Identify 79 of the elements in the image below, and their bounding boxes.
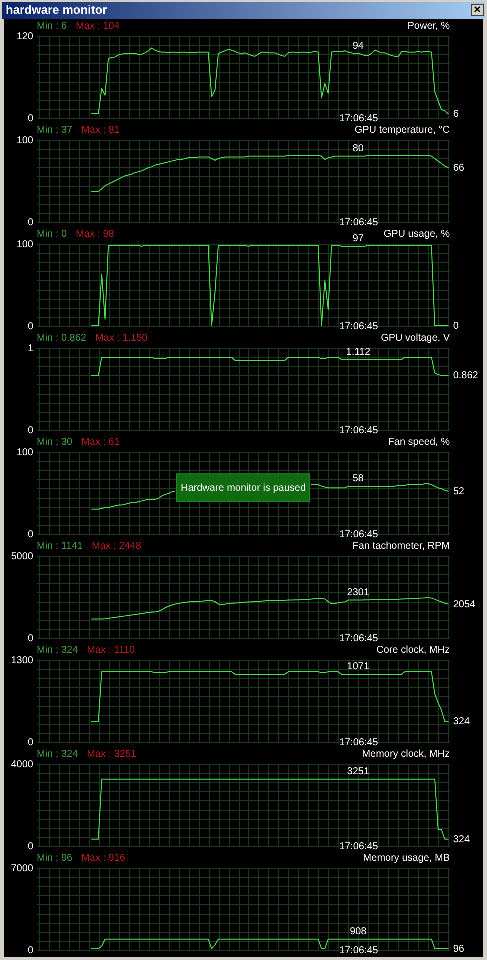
data-label: 0 [453, 321, 460, 332]
chart-title: Core clock, MHz [376, 645, 450, 656]
text: Min : 0.862 [37, 333, 87, 344]
chart-title: GPU temperature, °C [354, 125, 450, 136]
y-tick-label: 0 [28, 738, 34, 748]
chart-title: Power, % [408, 21, 450, 32]
data-label: 96 [453, 944, 465, 955]
text: Max : 81 [82, 125, 120, 136]
y-tick-label: 120 [16, 32, 34, 42]
line-series [91, 155, 449, 192]
x-tick-label: 17:06:45 [339, 218, 379, 228]
data-label: 908 [350, 926, 368, 938]
y-tick-label: 5000 [11, 552, 34, 562]
data-label: 324 [453, 716, 470, 728]
x-tick-label: 17:06:45 [339, 946, 379, 956]
text: Max : 1110 [87, 645, 136, 656]
y-tick-label: 7000 [11, 864, 34, 874]
data-label: 3251 [347, 766, 370, 778]
line-series [91, 356, 449, 376]
y-tick-label: 1 [28, 344, 34, 354]
x-tick-label: 17:06:45 [339, 530, 379, 540]
data-label: 6 [453, 108, 460, 120]
text: Min : 30 [37, 437, 74, 448]
text: Min : 324 [37, 645, 79, 656]
chart-title: GPU usage, % [384, 229, 450, 240]
text: Max : 2448 [92, 541, 142, 552]
text: Min : 324 [37, 749, 79, 760]
data-label: 97 [352, 233, 364, 244]
text: Max : 98 [76, 229, 115, 240]
y-tick-label: 0 [28, 842, 34, 852]
annotation: Hardware monitor is paused [180, 483, 306, 494]
text: Max : 61 [82, 437, 120, 448]
x-tick-label: 17:06:45 [339, 842, 379, 852]
text: Max : 104 [76, 21, 120, 32]
y-tick-label: 100 [16, 448, 34, 458]
chart-title: Fan speed, % [388, 437, 450, 448]
chart-title: GPU voltage, V [381, 333, 450, 344]
x-tick-label: 17:06:45 [339, 738, 379, 748]
chart-title: Memory usage, MB [363, 853, 450, 864]
line-series [91, 671, 449, 722]
text: Max : 916 [82, 853, 126, 864]
x-tick-label: 17:06:45 [339, 634, 379, 644]
text: Min : 96 [37, 853, 74, 864]
data-label: 2301 [347, 587, 370, 598]
y-tick-label: 0 [28, 218, 34, 228]
y-tick-label: 0 [28, 530, 34, 540]
x-tick-label: 17:06:45 [339, 322, 379, 332]
chart-title: Fan tachometer, RPM [352, 541, 450, 552]
y-tick-label: 100 [16, 136, 34, 146]
text: Max : 3251 [87, 749, 138, 760]
text: Min : 0 [37, 229, 68, 240]
text: Min : 37 [37, 125, 74, 136]
data-label: 0.862 [453, 370, 479, 382]
data-label: 58 [352, 473, 364, 484]
data-label: 94 [352, 40, 364, 52]
y-tick-label: 100 [16, 240, 34, 250]
y-tick-label: 0 [28, 322, 34, 332]
text: hardware monitor [6, 3, 108, 18]
data-label: 324 [453, 834, 470, 846]
y-tick-label: 0 [28, 426, 34, 436]
text: Max : 1.150 [95, 333, 148, 344]
data-label: 1.112 [346, 346, 371, 358]
x-tick-label: 17:06:45 [339, 114, 379, 124]
text: Min : 6 [37, 21, 68, 32]
text: Min : 1141 [37, 541, 84, 552]
y-tick-label: 0 [28, 946, 34, 956]
y-tick-label: 1300 [11, 656, 34, 666]
y-tick-label: 0 [28, 634, 34, 644]
data-label: 2054 [453, 599, 476, 610]
data-label: 1071 [347, 661, 370, 672]
data-label: 66 [453, 162, 465, 174]
data-label: 52 [453, 486, 465, 498]
y-tick-label: 4000 [11, 760, 34, 770]
data-label: 80 [352, 143, 364, 154]
chart-title: Memory clock, MHz [362, 749, 450, 760]
line-series [91, 597, 449, 620]
x-tick-label: 17:06:45 [339, 426, 379, 436]
y-tick-label: 0 [28, 114, 34, 124]
line-series [91, 48, 449, 114]
